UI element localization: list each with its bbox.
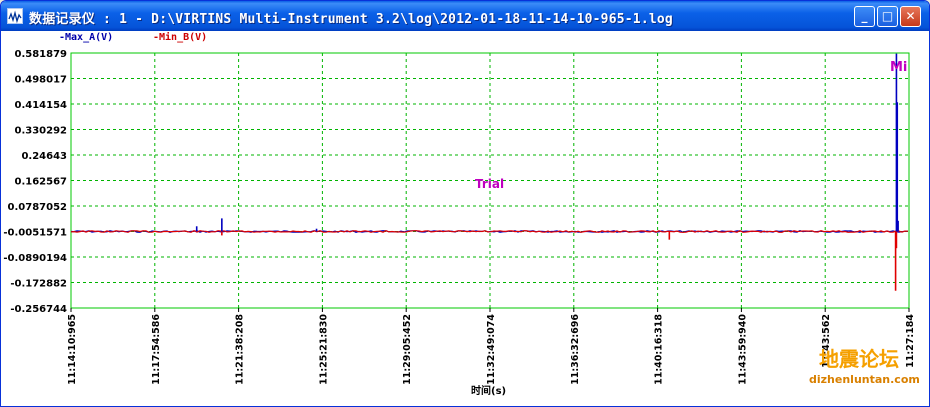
y-tick-label: 0.0787052 bbox=[8, 202, 68, 213]
x-tick-label: 11:29:05:452 bbox=[402, 314, 413, 385]
title-bar[interactable]: 数据记录仪 : 1 - D:\VIRTINS Multi-Instrument … bbox=[1, 1, 929, 31]
window-title: 数据记录仪 : 1 - D:\VIRTINS Multi-Instrument … bbox=[29, 12, 673, 27]
y-tick-label: 0.330292 bbox=[14, 126, 67, 137]
minimize-button[interactable]: _ bbox=[854, 6, 875, 27]
x-tick-label: 11:43:562 bbox=[821, 314, 832, 368]
chart-area[interactable]: -Max_A(V) -Min_B(V) 0.581879 0.498017 0.41… bbox=[1, 31, 929, 406]
maximize-button[interactable]: □ bbox=[877, 6, 898, 27]
x-tick-label: 11:40:16:318 bbox=[654, 314, 665, 385]
series-b-line bbox=[70, 230, 909, 233]
y-tick-label: 0.498017 bbox=[14, 75, 67, 86]
y-tick-label: -0.0051571 bbox=[3, 228, 67, 239]
legend-series-b: -Min_B(V) bbox=[153, 32, 208, 43]
y-tick-label: 0.24643 bbox=[21, 151, 67, 162]
y-tick-label: 0.162567 bbox=[14, 177, 67, 188]
x-axis-ticks: 11:14:10:965 11:17:54:586 11:21:38:208 11:2… bbox=[67, 308, 916, 385]
y-axis-ticks: 0.581879 0.498017 0.414154 0.330292 0.24643 0… bbox=[3, 49, 67, 315]
y-tick-label: 0.581879 bbox=[14, 49, 67, 60]
y-tick-label: -0.0890194 bbox=[3, 253, 67, 264]
trial-watermark: Trial bbox=[475, 177, 504, 191]
x-tick-label: 11:32:49:074 bbox=[486, 314, 497, 385]
x-tick-label: 11:43:59:940 bbox=[737, 314, 748, 385]
waveform-icon bbox=[8, 10, 22, 24]
series-layer bbox=[70, 53, 909, 291]
x-tick-label: 11:14:10:965 bbox=[67, 314, 78, 385]
app-icon[interactable] bbox=[7, 8, 23, 24]
y-tick-label: -0.256744 bbox=[10, 304, 67, 315]
close-button[interactable]: ✕ bbox=[900, 6, 921, 27]
site-logo-text: 地震论坛 bbox=[819, 347, 899, 371]
site-logo-url: dizhenluntan.com bbox=[809, 373, 920, 386]
corner-mark: Mi bbox=[890, 60, 907, 75]
x-tick-label: 11:21:38:208 bbox=[235, 314, 246, 385]
x-axis-label: 时间(s) bbox=[471, 384, 506, 397]
y-tick-label: 0.414154 bbox=[14, 100, 67, 111]
x-tick-label: 11:17:54:586 bbox=[151, 314, 162, 385]
chart-canvas[interactable]: 0.581879 0.498017 0.414154 0.330292 0.24643 0… bbox=[1, 31, 929, 406]
x-tick-label: 11:36:32:696 bbox=[570, 314, 581, 385]
legend-series-a: -Max_A(V) bbox=[59, 32, 114, 43]
x-tick-label: 11:25:21:830 bbox=[318, 314, 329, 385]
y-tick-label: -0.172882 bbox=[10, 279, 67, 290]
x-tick-label: 11:27:184 bbox=[905, 314, 916, 368]
